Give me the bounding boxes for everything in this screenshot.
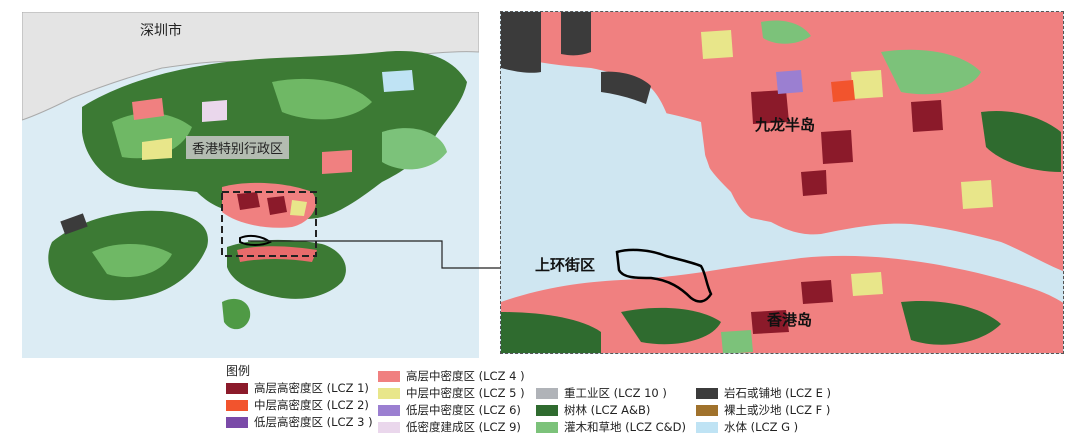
legend-label: 低层高密度区 (LCZ 3 ) [254, 415, 373, 429]
victoria-harbour [501, 54, 1063, 312]
legend-label: 岩石或铺地 (LCZ E ) [724, 386, 832, 400]
legend-item: 中层中密度区 (LCZ 5 ) [378, 385, 525, 401]
legend-label: 高层中密度区 (LCZ 4 ) [406, 369, 525, 383]
detail-map: 九龙半岛 上环街区 香港岛 [500, 11, 1064, 354]
overview-map: 深圳市 香港特别行政区 [22, 12, 479, 358]
legend-swatch [378, 370, 400, 382]
legend-item: 岩石或铺地 (LCZ E ) [696, 385, 831, 401]
legend-swatch [226, 382, 248, 394]
legend-swatch [536, 404, 558, 416]
legend-item: 重工业区 (LCZ 10 ) [536, 385, 667, 401]
hk-island-label: 香港岛 [767, 311, 813, 329]
legend-item: 树林 (LCZ A&B) [536, 402, 650, 418]
shenzhen-label: 深圳市 [140, 23, 182, 39]
sheung-wan-outline [615, 248, 713, 303]
legend-item: 裸土或沙地 (LCZ F ) [696, 402, 830, 418]
overview-map-graphic [22, 12, 479, 330]
legend-label: 低密度建成区 (LCZ 9) [406, 420, 521, 434]
legend-item: 中层高密度区 (LCZ 2) [226, 397, 369, 413]
legend-label: 裸土或沙地 (LCZ F ) [724, 403, 831, 417]
legend-swatch [536, 387, 558, 399]
kowloon-label: 九龙半岛 [755, 116, 816, 134]
detail-map-graphic [501, 12, 1063, 353]
legend-title: 图例 [226, 364, 251, 378]
legend-swatch [378, 421, 400, 433]
legend-item: 低密度建成区 (LCZ 9) [378, 419, 521, 435]
airport [60, 213, 88, 235]
legend-swatch [696, 404, 718, 416]
legend-label: 中层高密度区 (LCZ 2) [254, 398, 369, 412]
legend-item: 水体 (LCZ G ) [696, 419, 798, 435]
legend-label: 水体 (LCZ G ) [724, 420, 799, 434]
legend-label: 重工业区 (LCZ 10 ) [564, 386, 667, 400]
legend-label: 树林 (LCZ A&B) [564, 403, 651, 417]
legend-swatch [536, 421, 558, 433]
sheung-wan-label: 上环街区 [535, 256, 596, 274]
legend-item: 灌木和草地 (LCZ C&D) [536, 419, 686, 435]
legend-item: 低层中密度区 (LCZ 6) [378, 402, 521, 418]
legend: 图例 高层高密度区 (LCZ 1) 中层高密度区 (LCZ 2) 低层高密度区 … [226, 362, 1066, 442]
hksar-label: 香港特别行政区 [186, 136, 290, 159]
legend-item: 高层高密度区 (LCZ 1) [226, 380, 369, 396]
legend-item: 低层高密度区 (LCZ 3 ) [226, 414, 373, 430]
legend-swatch [378, 387, 400, 399]
legend-item: 高层中密度区 (LCZ 4 ) [378, 368, 525, 384]
legend-label: 灌木和草地 (LCZ C&D) [564, 420, 686, 434]
legend-label: 高层高密度区 (LCZ 1) [254, 381, 369, 395]
legend-swatch [696, 387, 718, 399]
legend-label: 中层中密度区 (LCZ 5 ) [406, 386, 525, 400]
mainland-land [82, 51, 467, 220]
legend-label: 低层中密度区 (LCZ 6) [406, 403, 521, 417]
legend-swatch [696, 421, 718, 433]
legend-swatch [226, 416, 248, 428]
legend-swatch [226, 399, 248, 411]
legend-swatch [378, 404, 400, 416]
